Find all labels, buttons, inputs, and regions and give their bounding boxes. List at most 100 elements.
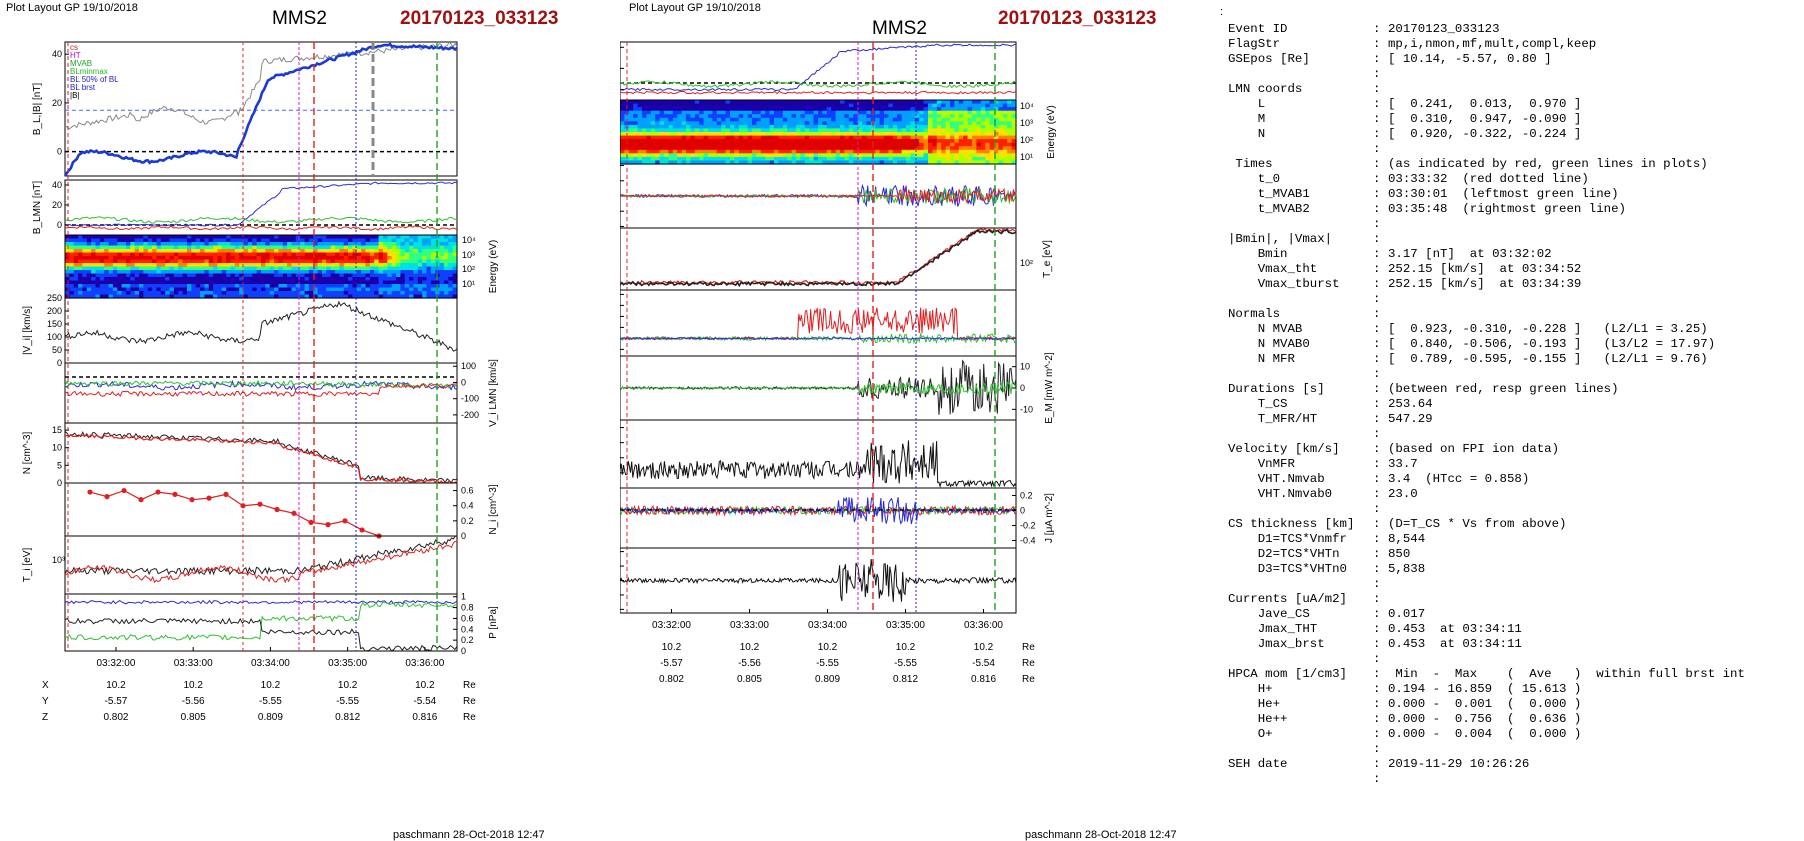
spectrogram-cell: [252, 287, 258, 292]
spectrogram-cell: [65, 256, 70, 261]
spectrogram-cell: [994, 103, 999, 108]
spectrogram-cell: [108, 249, 114, 254]
spectrogram-cell: [256, 280, 262, 285]
spectrogram-cell: [278, 263, 284, 268]
summary-key: Event ID: [1228, 22, 1288, 36]
spectrogram-cell: [339, 252, 345, 257]
spectrogram-cell: [213, 287, 219, 292]
spectrogram-cell: [378, 245, 384, 250]
spectrogram-cell: [282, 273, 288, 278]
spectrogram-cell: [633, 124, 639, 130]
spectrogram-cell: [413, 270, 419, 275]
spectrogram-cell: [853, 110, 859, 115]
spectrogram-cell: [721, 121, 727, 126]
spectrogram-cell: [928, 110, 933, 115]
spectrogram-cell: [765, 156, 771, 162]
y-tick-label: 10³: [462, 250, 475, 260]
spectrogram-cell: [104, 287, 110, 292]
spectrogram-cell: [200, 277, 205, 282]
spectrogram-cell: [954, 135, 960, 140]
spectrogram-cell: [892, 139, 898, 144]
spectrogram-cell: [879, 110, 885, 115]
spectrogram-cell: [1011, 146, 1017, 151]
spectrogram-cell: [822, 139, 828, 144]
spectrogram-cell: [884, 153, 889, 158]
spectrogram-cell: [221, 280, 227, 285]
spectrogram-cell: [326, 266, 332, 271]
spectrogram-cell: [274, 273, 280, 278]
spectrogram-cell: [182, 270, 188, 275]
spectrogram-cell: [681, 139, 687, 144]
spectrogram-cell: [914, 149, 920, 154]
spectrogram-cell: [967, 132, 973, 137]
spectrogram-cell: [840, 117, 845, 122]
spectrogram-cell: [452, 245, 458, 250]
spectrogram-cell: [86, 266, 92, 271]
spectrogram-cell: [134, 294, 140, 299]
spectrogram-cell: [348, 249, 354, 254]
spectrogram-cell: [936, 103, 942, 108]
spectrogram-cell: [313, 256, 319, 261]
spectrogram-cell: [672, 103, 678, 108]
spectrogram-cell: [892, 160, 898, 165]
spectrogram-cell: [435, 277, 441, 282]
x-tick-label: 03:36:00: [405, 658, 444, 669]
spectrogram-cell: [165, 249, 171, 254]
spectrogram-cell: [313, 266, 319, 271]
spectrogram-cell: [178, 235, 184, 240]
spectrogram-cell: [73, 252, 79, 257]
spectrogram-cell: [339, 238, 345, 243]
spectrogram-cell: [73, 263, 79, 268]
spectrogram-cell: [343, 287, 349, 292]
summary-value: 2019-11-29 10:26:26: [1388, 757, 1530, 771]
spectrogram-cell: [156, 249, 162, 254]
spectrogram-cell: [752, 146, 757, 151]
spectrogram-cell: [413, 263, 419, 268]
spectrogram-cell: [295, 263, 301, 268]
spectrogram-cell: [82, 277, 88, 282]
spectrogram-cell: [147, 259, 153, 264]
hpca-point: [87, 489, 93, 495]
spectrogram-cell: [985, 117, 991, 122]
spectrogram-cell: [300, 263, 306, 268]
spectrogram-cell: [247, 249, 253, 254]
spectrogram-cell: [1002, 107, 1008, 112]
spectrogram-cell: [928, 132, 933, 137]
spectrogram-cell: [708, 103, 713, 108]
spectrogram-cell: [191, 256, 197, 261]
spectrogram-cell: [945, 121, 951, 126]
spectrogram-cell: [910, 124, 916, 130]
spectrogram-cell: [703, 121, 709, 126]
spectrogram-cell: [152, 291, 158, 296]
spectrogram-cell: [234, 266, 240, 271]
spectrogram-cell: [391, 273, 397, 278]
y-tick-label: 0: [57, 220, 62, 230]
spectrogram-cell: [369, 291, 375, 296]
summary-value: (based on FPI ion data): [1388, 442, 1560, 456]
spectrogram-cell: [804, 156, 810, 162]
spectrogram-cell: [356, 291, 362, 296]
spectrogram-cell: [200, 284, 205, 289]
spectrogram-cell: [822, 103, 828, 108]
spectrogram-cell: [117, 294, 123, 299]
spectrogram-cell: [317, 277, 323, 282]
spectrogram-cell: [835, 114, 841, 119]
spectrogram-cell: [712, 107, 718, 112]
spectrogram-cell: [143, 294, 149, 299]
spectrogram-cell: [725, 139, 731, 144]
y-tick-label: 0: [57, 358, 62, 368]
spectrogram-cell: [208, 291, 214, 296]
spectrogram-cell: [82, 263, 88, 268]
spectrogram-cell: [857, 128, 863, 133]
spectrogram-cell: [853, 132, 859, 137]
spectrogram-cell: [261, 252, 266, 257]
spectrogram-cell: [840, 128, 845, 133]
spectrogram-cell: [936, 153, 942, 158]
spectrogram-cell: [633, 117, 639, 122]
spectrogram-cell: [247, 259, 253, 264]
spectrogram-cell: [383, 270, 388, 275]
spectrogram-cell: [822, 160, 828, 165]
spectrogram-cell: [330, 256, 336, 261]
spectrogram-cell: [963, 142, 969, 147]
spectrogram-cell: [760, 149, 766, 154]
